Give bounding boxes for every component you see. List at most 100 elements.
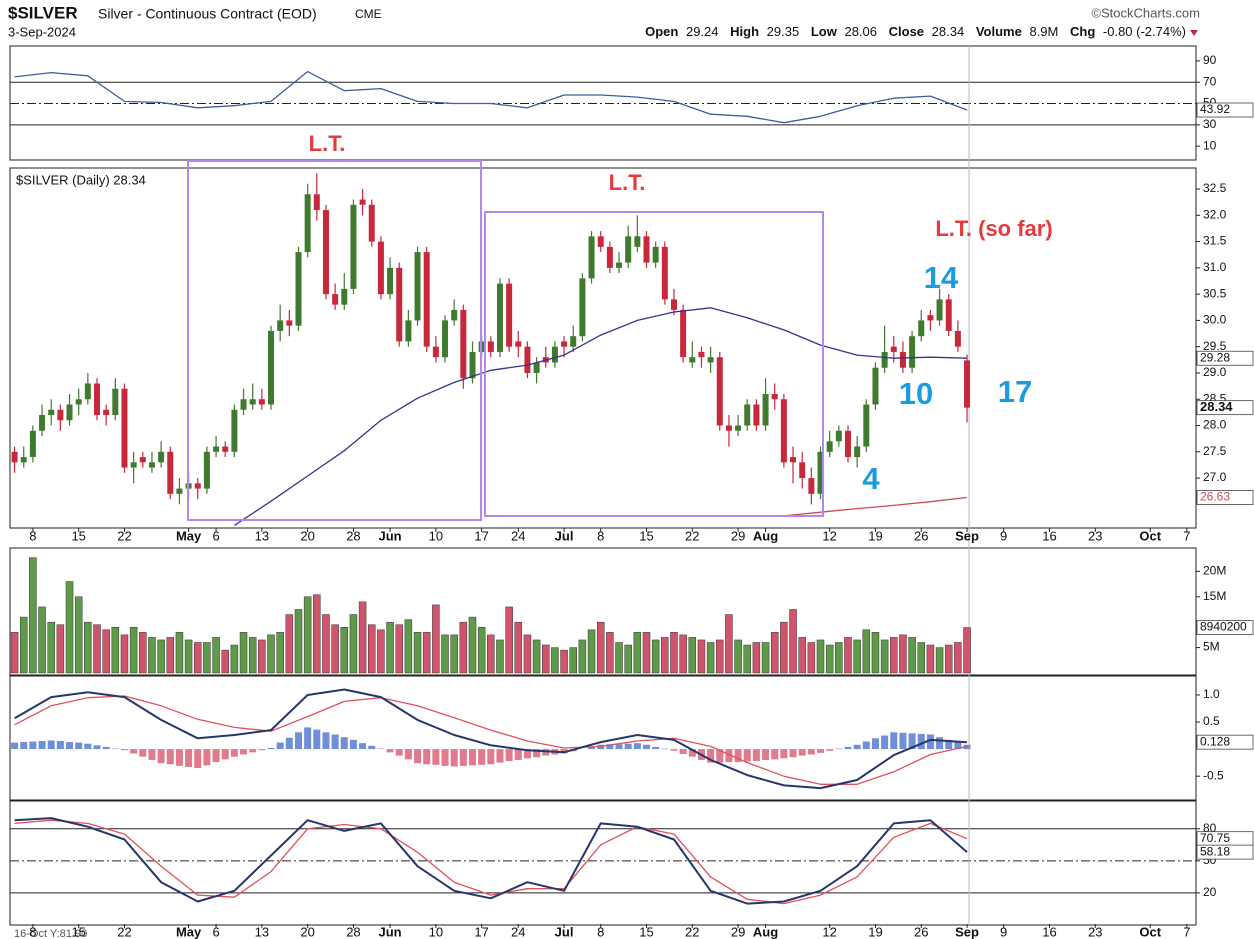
x-tick-label: Sep — [955, 924, 979, 939]
candle-body — [863, 404, 870, 447]
x-tick-label: 19 — [868, 924, 882, 939]
volume-bar — [47, 621, 55, 674]
volume-bar — [358, 601, 367, 674]
candle-body — [94, 383, 101, 416]
volume-bar — [203, 642, 211, 674]
x-tick-label: 28 — [346, 528, 360, 543]
candle-body — [964, 360, 971, 408]
y-tick-label: 20 — [1203, 885, 1217, 899]
macd-histogram-bar — [212, 749, 220, 763]
candle-body — [414, 252, 421, 321]
x-tick-label: Jul — [555, 528, 574, 543]
candle-body — [707, 357, 714, 363]
candle-body — [176, 488, 183, 494]
exchange: CME — [355, 7, 382, 21]
y-tick-label: 32.5 — [1203, 181, 1227, 195]
candle-body — [469, 351, 476, 379]
candle-body — [899, 351, 906, 368]
macd-histogram-bar — [120, 749, 128, 751]
macd-histogram-bar — [47, 740, 55, 750]
volume-bar — [908, 637, 916, 674]
macd-histogram-bar — [230, 749, 238, 757]
candle-body — [735, 425, 742, 431]
volume-bar — [313, 594, 321, 674]
macd-histogram-bar — [624, 743, 632, 750]
macd-histogram-bar — [38, 740, 46, 750]
candle-body — [808, 478, 815, 494]
candle-body — [423, 252, 430, 347]
panel-frame — [9, 800, 1197, 926]
candle-body — [780, 399, 787, 463]
candle-body — [918, 320, 925, 337]
candle-body — [744, 404, 751, 426]
candle-body — [570, 336, 577, 347]
volume-bar — [441, 634, 449, 674]
candle-body — [387, 267, 394, 295]
x-tick-label: 20 — [300, 528, 314, 543]
plot-area: 103050709027.027.528.028.529.029.530.030… — [9, 45, 1254, 939]
candle-body — [20, 457, 27, 463]
volume-bar — [596, 621, 605, 674]
macd-histogram-bar — [377, 748, 385, 750]
x-tick-label: 8 — [29, 924, 36, 939]
candle-body — [790, 457, 797, 463]
x-tick-label: 26 — [914, 528, 928, 543]
x-tick-label: Jun — [379, 528, 402, 543]
annotation: L.T. — [309, 131, 346, 156]
volume-bar — [413, 632, 422, 674]
panel-frame — [9, 167, 1197, 529]
value-label: 8940200 — [1200, 620, 1247, 634]
candle-body — [75, 399, 82, 405]
volume-bar — [267, 634, 275, 674]
candle-body — [350, 204, 357, 289]
x-tick-label: Oct — [1139, 924, 1161, 939]
candle-body — [881, 351, 888, 368]
x-tick-label: 23 — [1088, 528, 1102, 543]
macd-histogram-bar — [139, 749, 147, 757]
volume-bar — [816, 639, 825, 674]
macd-histogram-bar — [936, 737, 944, 750]
macd-histogram-bar — [249, 749, 257, 753]
macd-line — [14, 688, 968, 790]
candle-body — [103, 409, 110, 416]
macd-histogram-bar — [441, 749, 449, 766]
volume-bar — [688, 637, 697, 674]
x-tick-label: 17 — [474, 924, 488, 939]
candle-body — [854, 446, 861, 458]
candle-body — [359, 199, 366, 205]
y-tick-label: 20M — [1203, 564, 1226, 578]
candle-body — [561, 341, 568, 347]
x-tick-label: Jun — [379, 924, 402, 939]
x-tick-label: 22 — [117, 924, 131, 939]
down-arrow — [1190, 30, 1198, 36]
candle-body — [872, 367, 879, 405]
x-tick-label: 12 — [822, 528, 836, 543]
macd-histogram-bar — [175, 749, 183, 766]
macd-histogram-bar — [734, 749, 742, 763]
macd-histogram-bar — [835, 748, 843, 750]
macd-histogram-bar — [340, 737, 348, 750]
volume-bar — [752, 642, 761, 674]
volume-bar — [322, 614, 330, 674]
candle-body — [84, 383, 91, 400]
volume-bar — [93, 624, 101, 674]
x-tick-label: 28 — [346, 924, 360, 939]
volume-bar — [706, 642, 715, 674]
candle-body — [29, 430, 36, 458]
x-tick-label: Oct — [1139, 528, 1161, 543]
macd-histogram-bar — [652, 746, 660, 750]
candle-body — [194, 483, 201, 489]
volume-bar — [193, 642, 202, 674]
annotation: L.T. (so far) — [935, 216, 1052, 241]
candle-body — [643, 236, 650, 263]
volume-bar — [615, 642, 623, 674]
y-tick-label: 5M — [1203, 640, 1220, 654]
macd-histogram-bar — [111, 748, 119, 750]
volume-bar — [624, 644, 632, 674]
macd-histogram-bar — [267, 748, 275, 750]
annotation: 4 — [862, 461, 880, 496]
candle-body — [66, 404, 73, 421]
cursor-readout: 16-Oct Y:81.90 — [14, 928, 87, 939]
candle-body — [844, 430, 851, 458]
